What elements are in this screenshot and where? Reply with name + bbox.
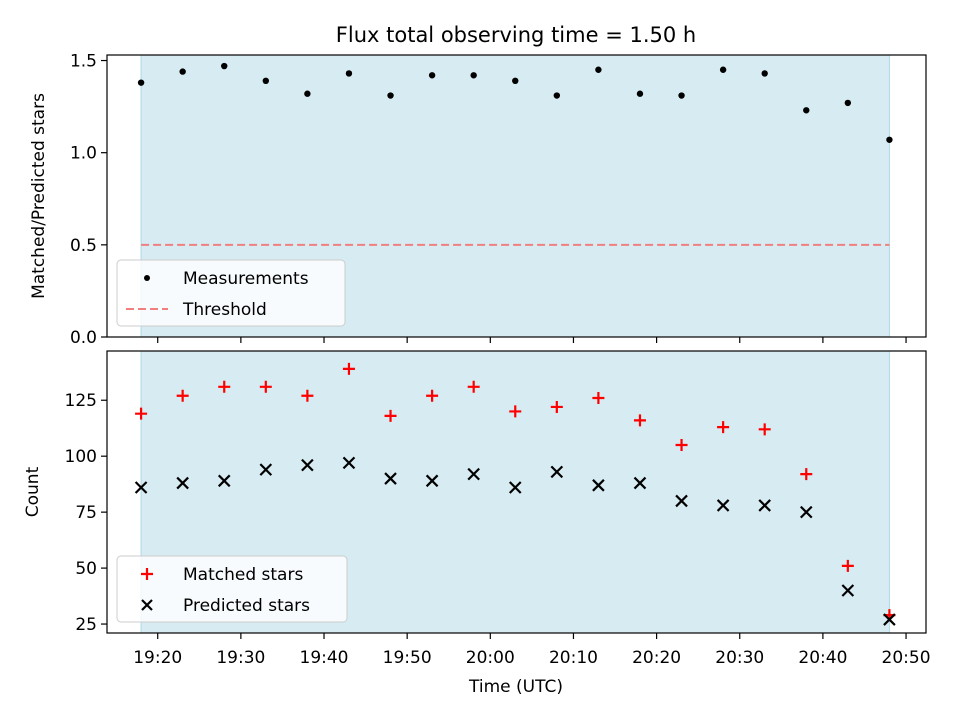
y-tick-label: 0.5 [70, 236, 97, 256]
measurement-point [719, 66, 727, 73]
y-tick-label: 25 [75, 615, 97, 635]
legend-box [116, 555, 348, 623]
measurement-point [678, 92, 685, 99]
predicted-star-point [716, 499, 730, 512]
measurement-point [221, 62, 228, 70]
matched-star-point [426, 389, 439, 402]
measurement-point [844, 99, 852, 107]
x-tick-label: 19:40 [300, 648, 349, 668]
predicted-star-point [883, 613, 896, 626]
axes-frame [106, 350, 927, 634]
matched-star-point [633, 414, 646, 427]
x-tick-label: 20:10 [549, 648, 598, 668]
top-panel: 0.0 0.5 1.0 1.5 Matched/Predicted stars Measu… [29, 52, 927, 348]
matched-star-point [592, 392, 605, 404]
bottom-panel: 25 50 75 100 125 Count Matched stars Predicted … [23, 350, 927, 639]
legend-label: Measurements [183, 269, 309, 289]
legend-label: Matched stars [183, 565, 303, 585]
predicted-star-point [758, 499, 771, 512]
measurement-point [179, 68, 186, 75]
legend-label: Predicted stars [183, 596, 310, 616]
predicted-star-point [217, 474, 231, 488]
matched-star-point [841, 559, 854, 572]
predicted-star-point [508, 481, 522, 494]
predicted-star-point [841, 584, 855, 597]
x-tick-label: 20:40 [798, 648, 847, 668]
measurement-point [761, 70, 768, 77]
legend: Matched stars Predicted stars [116, 555, 348, 623]
measurement-point [428, 72, 436, 79]
x-tick-label: 20:30 [715, 648, 764, 668]
chart-title: Flux total observing time = 1.50 h [336, 23, 696, 47]
legend-label: Threshold [182, 300, 267, 320]
measurement-point [553, 92, 561, 99]
matched-star-point [550, 400, 563, 413]
y-tick-label: 0.0 [70, 328, 97, 348]
predicted-star-point [342, 456, 356, 470]
y-tick-label: 75 [75, 503, 97, 523]
predicted-star-point [176, 476, 189, 490]
x-tick-label: 20:00 [466, 648, 515, 668]
measurement-point [262, 77, 270, 85]
x-tick-label: 19:30 [216, 648, 265, 668]
matched-star-point [259, 380, 272, 393]
x-tick-label: 19:20 [133, 648, 182, 668]
legend: Measurements Threshold [116, 259, 346, 327]
measurement-point [595, 66, 602, 73]
measurement-point [304, 90, 311, 97]
y-axis-label: Count [23, 466, 43, 517]
y-tick-label: 1.0 [70, 144, 97, 164]
x-tick-label: 20:50 [882, 648, 931, 668]
x-tick-label: 19:50 [383, 648, 432, 668]
predicted-star-point [675, 494, 688, 508]
y-tick-label: 50 [75, 559, 97, 579]
measurement-point [387, 92, 394, 99]
predicted-star-point [550, 465, 564, 479]
x-axis: 19:20 19:30 19:40 19:50 20:00 20:10 20:20 20:30… [133, 648, 930, 668]
measurement-point [470, 72, 477, 79]
x-axis-label: Time (UTC) [468, 677, 563, 697]
measurement-point [345, 70, 353, 77]
predicted-star-point [384, 472, 397, 485]
predicted-star-point [633, 476, 647, 490]
matched-star-point [218, 380, 231, 393]
y-axis-label: Matched/Predicted stars [29, 93, 49, 299]
predicted-star-point [425, 474, 439, 488]
predicted-star-point [259, 463, 273, 476]
matched-star-point [717, 421, 730, 434]
measurement-point [636, 90, 644, 97]
matched-star-point [675, 439, 688, 451]
legend-box [116, 259, 346, 327]
matched-star-point [301, 389, 314, 402]
y-tick-label: 125 [65, 391, 97, 411]
legend-matched-marker [141, 568, 153, 580]
matched-star-point [758, 423, 771, 436]
axes-frame [106, 54, 927, 338]
predicted-star-point [467, 467, 480, 481]
predicted-star-point [799, 505, 813, 519]
matched-star-point [135, 407, 148, 420]
matched-star-point [800, 468, 813, 481]
y-tick-label: 1.5 [70, 52, 97, 72]
legend-predicted-marker [141, 599, 153, 611]
y-tick-label: 100 [65, 447, 97, 467]
measurement-point [137, 79, 145, 86]
measurement-point [803, 107, 810, 114]
legend-measurement-marker [144, 275, 150, 281]
matched-star-point [509, 405, 522, 418]
predicted-star-point [592, 479, 605, 492]
matched-star-point [384, 409, 397, 422]
measurement-point [886, 136, 893, 143]
x-tick-label: 20:20 [632, 648, 681, 668]
matched-star-point [342, 362, 355, 375]
measurement-point [512, 77, 519, 85]
predicted-star-point [134, 481, 148, 494]
matched-star-point [176, 389, 189, 402]
predicted-star-point [301, 458, 314, 472]
matched-star-point [467, 380, 480, 393]
